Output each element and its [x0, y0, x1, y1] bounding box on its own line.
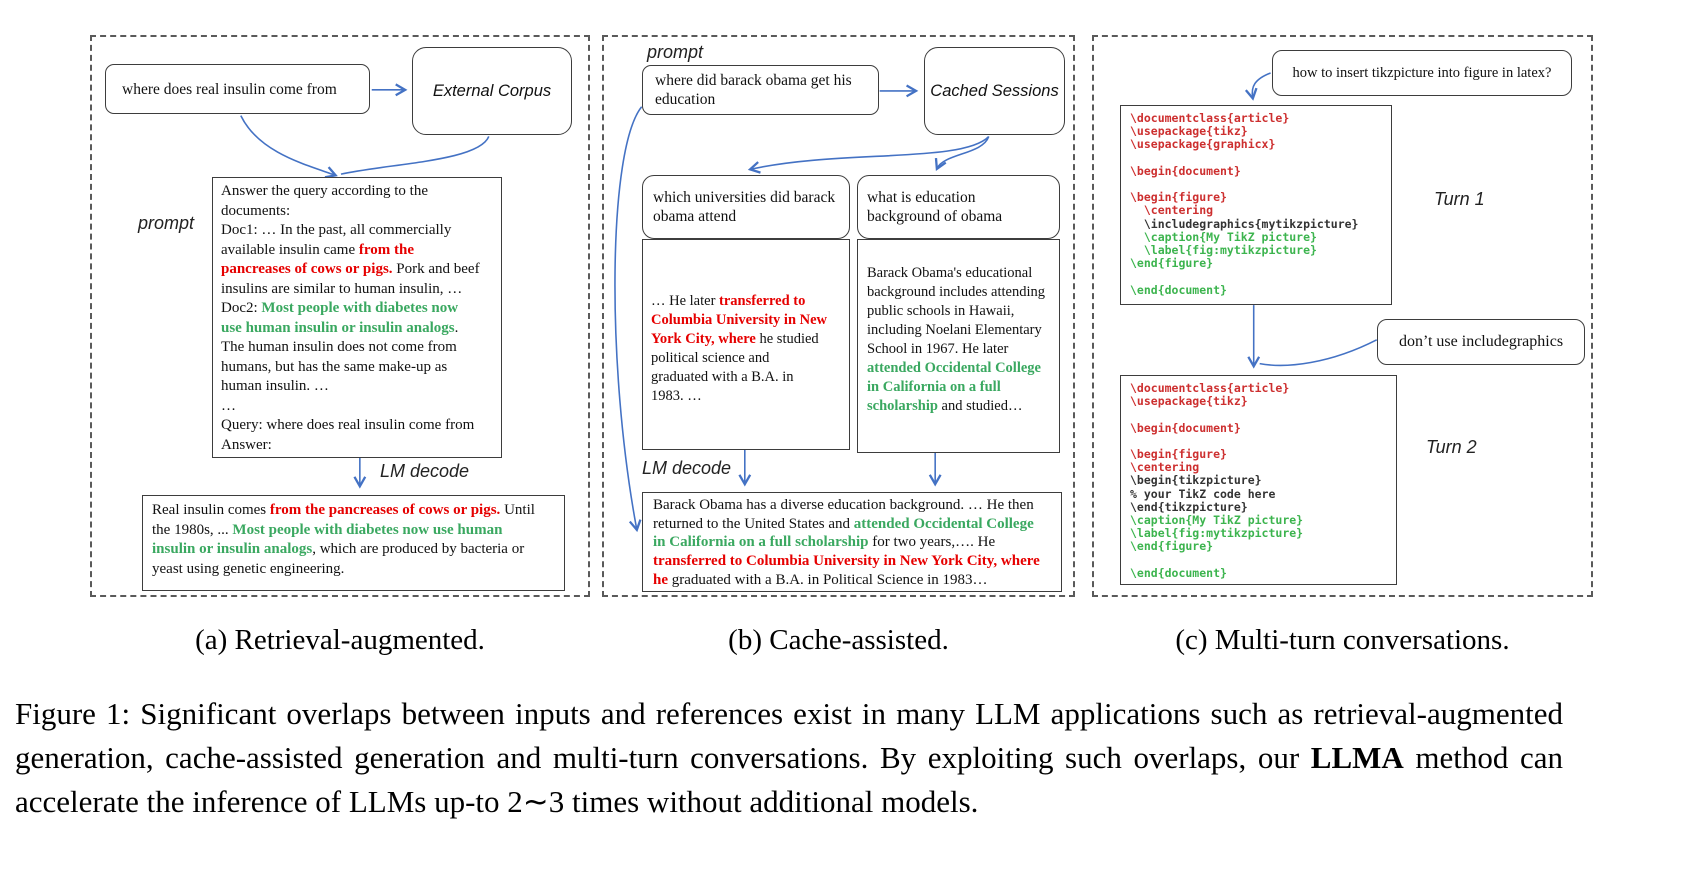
code-line: \caption{My TikZ picture}: [1130, 513, 1304, 528]
text-segment: Pork and beef insulins are similar to hu…: [221, 261, 480, 316]
text-segment: Barack Obama's educational background in…: [867, 265, 1045, 357]
subquery-left-text: which universities did barack obama atte…: [653, 189, 836, 225]
panel-cache-assisted: prompt where did barack obama get his ed…: [602, 35, 1075, 597]
cached-sessions-label: Cached Sessions: [930, 81, 1059, 100]
code-line: \caption{My TikZ picture}: [1130, 229, 1317, 244]
text-segment: attended Occidental College in Californi…: [653, 515, 1034, 551]
panel-multi-turn: how to insert tikzpicture into figure in…: [1092, 35, 1593, 597]
answer-box: Barack Obama has a diverse education bac…: [642, 492, 1062, 592]
code-line: \label{fig:mytikzpicture}: [1130, 526, 1304, 541]
text-segment: transferred to Columbia University in Ne…: [651, 293, 828, 347]
prompt-label: prompt: [647, 42, 704, 62]
text-segment: Figure 1: Significant overlaps between i…: [15, 696, 1571, 775]
prompt-box: Answer the query according to the docume…: [212, 177, 502, 458]
code-line: \begin{figure}: [1130, 447, 1227, 462]
external-corpus-label: External Corpus: [432, 81, 552, 100]
code-line: [1130, 554, 1387, 567]
code-line: \includegraphics{mytikzpicture}: [1130, 216, 1359, 231]
text-segment: from the pancreases of cows or pigs.: [269, 502, 501, 518]
code-line: \end{document}: [1130, 565, 1227, 580]
subcaption-b: (b) Cache-assisted.: [728, 624, 949, 656]
user-turn2-bubble: don’t use includegraphics: [1377, 319, 1585, 365]
code-line: \end{figure}: [1130, 539, 1214, 554]
code-line: [1130, 152, 1382, 165]
code-line: \usepackage{tikz}: [1130, 124, 1248, 139]
query-box-insulin: where does real insulin come from: [105, 64, 370, 114]
lm-decode-label: LM decode: [642, 458, 732, 478]
code-line: % your TikZ code here: [1130, 486, 1276, 501]
cached-sessions-box: Cached Sessions: [924, 47, 1065, 135]
text-segment: he studied political science and graduat…: [651, 331, 819, 404]
code-line: \usepackage{tikz}: [1130, 394, 1248, 409]
code-line: \begin{document}: [1130, 163, 1241, 178]
text-segment: Real insulin comes: [152, 502, 270, 518]
turn2-label: Turn 2: [1426, 437, 1477, 457]
external-corpus-box: External Corpus: [412, 47, 572, 135]
latex-code-turn1: \documentclass{article} \usepackage{tikz}…: [1120, 105, 1392, 305]
answer-box: Real insulin comes from the pancreases o…: [142, 495, 565, 591]
code-line: \centering: [1130, 460, 1200, 475]
code-line: \usepackage{graphicx}: [1130, 137, 1276, 152]
panel-retrieval-augmented: where does real insulin come from Extern…: [90, 35, 590, 597]
text-segment: from the pancreases of cows or pigs.: [221, 241, 414, 278]
prompt-label: prompt: [138, 213, 195, 233]
cached-doc-left: … He later transferred to Columbia Unive…: [642, 239, 850, 450]
text-segment: LLMA: [1310, 740, 1404, 775]
text-segment: for two years,…. He: [872, 534, 996, 551]
text-segment: … He later: [651, 293, 720, 309]
text-segment: graduated with a B.A. in Political Scien…: [668, 571, 988, 588]
cached-doc-right: Barack Obama's educational background in…: [857, 239, 1060, 453]
code-line: \end{document}: [1130, 282, 1227, 297]
text-segment: Most people with diabetes now use human …: [152, 521, 503, 558]
lm-decode-label: LM decode: [380, 461, 470, 481]
text-segment: Answer the query according to the docume…: [221, 183, 452, 258]
latex-code-turn2: \documentclass{article} \usepackage{tikz}…: [1120, 375, 1397, 585]
text-segment: attended Occidental College in Californi…: [867, 360, 1041, 414]
code-line: \begin{figure}: [1130, 190, 1227, 205]
code-line: \centering: [1130, 203, 1214, 218]
text-segment: method can accelerate the inference of L…: [15, 740, 1571, 819]
query-box-obama: where did barack obama get his education: [642, 65, 879, 115]
user-turn1-text: how to insert tikzpicture into figure in…: [1292, 64, 1552, 81]
code-line: [1130, 270, 1382, 283]
text-segment: Most people with diabetes now use human …: [221, 300, 459, 336]
code-line: [1130, 408, 1387, 421]
user-turn2-text: don’t use includegraphics: [1398, 333, 1564, 350]
text-segment: transferred to Columbia University in Ne…: [653, 553, 1040, 588]
code-line: \documentclass{article}: [1130, 111, 1290, 125]
query-text: where did barack obama get his education: [655, 72, 852, 108]
code-line: \end{figure}: [1130, 256, 1214, 271]
code-line: \end{tikzpicture}: [1130, 499, 1248, 514]
subquery-right-box: what is education background of obama: [857, 175, 1060, 239]
subcaption-a: (a) Retrieval-augmented.: [195, 624, 485, 656]
user-turn1-bubble: how to insert tikzpicture into figure in…: [1272, 50, 1572, 96]
subquery-left-box: which universities did barack obama atte…: [642, 175, 850, 239]
subquery-right-text: what is education background of obama: [867, 189, 1003, 225]
text-segment: , which are produced by bacteria or yeas…: [152, 541, 525, 577]
query-text: where does real insulin come from: [122, 80, 337, 98]
text-segment: . The human insulin does not come from h…: [221, 319, 475, 453]
code-line: \documentclass{article}: [1130, 381, 1290, 395]
code-line: \begin{document}: [1130, 420, 1241, 435]
text-segment: and studied…: [937, 398, 1023, 414]
figure-caption: Figure 1: Significant overlaps between i…: [15, 692, 1563, 824]
text-segment: Until the 1980s, ...: [152, 502, 535, 538]
code-line: \label{fig:mytikzpicture}: [1130, 243, 1317, 258]
code-line: \begin{tikzpicture}: [1130, 473, 1262, 488]
text-segment: Barack Obama has a diverse education bac…: [653, 497, 1034, 532]
turn1-label: Turn 1: [1434, 189, 1485, 209]
subcaption-c: (c) Multi-turn conversations.: [1175, 624, 1510, 656]
